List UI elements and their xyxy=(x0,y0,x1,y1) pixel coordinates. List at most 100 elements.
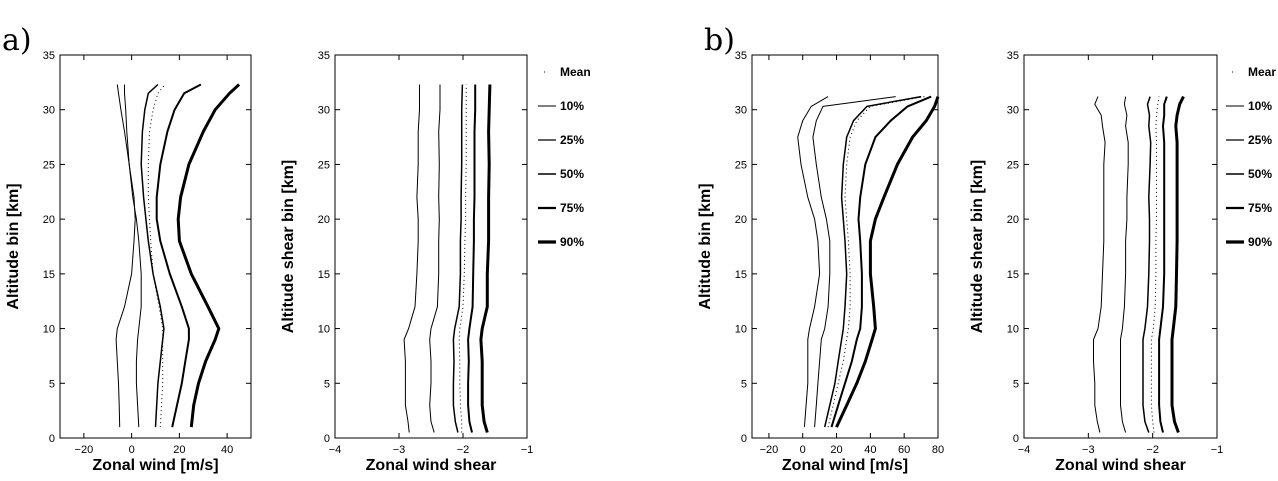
y-tick-label: 15 xyxy=(1007,269,1019,281)
y-tick-label: 10 xyxy=(318,324,330,336)
plot-frame xyxy=(751,54,939,439)
y-tick-label: 25 xyxy=(1007,159,1019,171)
x-tick-label: −3 xyxy=(393,444,406,456)
y-tick-label: 30 xyxy=(1007,105,1019,117)
y-tick-label: 0 xyxy=(324,433,330,445)
x-axis-label: Zonal wind [m/s] xyxy=(92,457,218,474)
y-tick-label: 15 xyxy=(735,269,747,281)
series-line-25pct xyxy=(124,84,142,428)
y-tick-label: 25 xyxy=(735,159,747,171)
series-line-50pct xyxy=(452,84,464,433)
series-line-90pct xyxy=(835,96,940,428)
y-tick-label: 15 xyxy=(318,269,330,281)
x-tick-label: 40 xyxy=(221,444,233,456)
y-axis-label: Altitude shear bin [km] xyxy=(969,160,986,333)
y-tick-label: 0 xyxy=(1013,433,1019,445)
y-tick-label: 20 xyxy=(735,214,747,226)
legend-label: 25% xyxy=(1248,133,1272,147)
x-tick-label: −20 xyxy=(760,444,779,456)
x-tick-label: 40 xyxy=(864,444,876,456)
chart-3: 0 5 10 15 20 25 30 35 −20 0 20 40 60 80 Zonal wind [m/… xyxy=(697,50,944,474)
series-line-90pct xyxy=(176,83,241,428)
legend-1: Mean 10% 25% 50% 75% 90% xyxy=(538,65,591,249)
panel-label-b: b) xyxy=(704,23,735,58)
x-tick-label: 80 xyxy=(932,444,944,456)
series-line-25pct xyxy=(429,84,441,433)
y-axis-label: Altitude shear bin [km] xyxy=(280,160,297,333)
x-tick-label: 20 xyxy=(830,444,842,456)
series-line-75pct xyxy=(830,95,932,428)
y-tick-label: 35 xyxy=(1007,50,1019,62)
legend-label: 50% xyxy=(1248,167,1272,181)
y-tick-label: 25 xyxy=(43,159,55,171)
x-tick-label: −2 xyxy=(457,444,470,456)
y-tick-label: 5 xyxy=(49,378,55,390)
series-line-mean xyxy=(458,84,467,433)
plot-frame xyxy=(334,54,528,439)
legend-label: 10% xyxy=(1248,99,1272,113)
legend-label: 75% xyxy=(1248,201,1272,215)
y-tick-label: 35 xyxy=(318,50,330,62)
y-tick-label: 20 xyxy=(318,214,330,226)
legend-label: 75% xyxy=(560,201,584,215)
series-line-10pct xyxy=(797,96,829,428)
chart-4: 0 5 10 15 20 25 30 35 −4 −3 −2 −1 Zonal wind shear Al… xyxy=(969,50,1223,474)
y-tick-label: 15 xyxy=(43,269,55,281)
plot-frame xyxy=(59,54,252,439)
series-line-25pct xyxy=(812,96,896,428)
chart-2: 0 5 10 15 20 25 30 35 −4 −3 −2 −1 Zonal wind shear Al… xyxy=(280,50,533,474)
y-tick-label: 10 xyxy=(735,324,747,336)
x-tick-label: 0 xyxy=(800,444,806,456)
y-tick-label: 5 xyxy=(324,378,330,390)
y-axis-label: Altitude bin [km] xyxy=(5,183,22,309)
series-line-10pct xyxy=(115,84,136,428)
y-axis-label: Altitude bin [km] xyxy=(697,183,714,309)
series-line-75pct xyxy=(467,84,477,433)
legend-label: 90% xyxy=(560,235,584,249)
x-tick-label: 20 xyxy=(173,444,185,456)
x-axis-label: Zonal wind [m/s] xyxy=(782,457,908,474)
series-line-10pct xyxy=(403,84,420,433)
legend-label: 10% xyxy=(560,99,584,113)
x-tick-label: −1 xyxy=(521,444,534,456)
y-tick-label: 5 xyxy=(1013,378,1019,390)
series-line-10pct xyxy=(1093,96,1106,433)
series-line-mean xyxy=(827,96,925,428)
legend-label: Mean xyxy=(560,65,591,79)
x-tick-label: −4 xyxy=(329,444,342,456)
x-tick-label: −1 xyxy=(1211,444,1224,456)
series-line-75pct xyxy=(1158,96,1168,433)
legend-label: 25% xyxy=(560,133,584,147)
x-axis-label: Zonal wind shear xyxy=(366,457,497,474)
legend-2: Mear 10% 25% 50% 75% 90% xyxy=(1226,65,1276,249)
series-line-75pct xyxy=(155,83,202,428)
plot-frame xyxy=(1023,54,1218,439)
legend-label: 90% xyxy=(1248,235,1272,249)
x-tick-label: −4 xyxy=(1018,444,1031,456)
x-tick-label: −3 xyxy=(1082,444,1095,456)
series-line-50pct xyxy=(140,83,165,428)
panel-label-a: a) xyxy=(2,23,32,58)
y-tick-label: 30 xyxy=(735,105,747,117)
y-tick-label: 0 xyxy=(49,433,55,445)
x-axis-label: Zonal wind shear xyxy=(1055,457,1186,474)
y-tick-label: 10 xyxy=(1007,324,1019,336)
series-line-mean xyxy=(1150,96,1160,433)
series-line-25pct xyxy=(1120,96,1129,433)
legend-label: Mear xyxy=(1248,65,1276,79)
legend-label: 50% xyxy=(560,167,584,181)
y-tick-label: 35 xyxy=(43,50,55,62)
y-tick-label: 30 xyxy=(43,105,55,117)
series-line-50pct xyxy=(823,95,922,428)
y-tick-label: 20 xyxy=(1007,214,1019,226)
y-tick-label: 0 xyxy=(741,433,747,445)
x-tick-label: 0 xyxy=(129,444,135,456)
series-line-90pct xyxy=(479,84,492,433)
y-tick-label: 25 xyxy=(318,159,330,171)
y-tick-label: 5 xyxy=(741,378,747,390)
y-tick-label: 30 xyxy=(318,105,330,117)
x-tick-label: 60 xyxy=(898,444,910,456)
